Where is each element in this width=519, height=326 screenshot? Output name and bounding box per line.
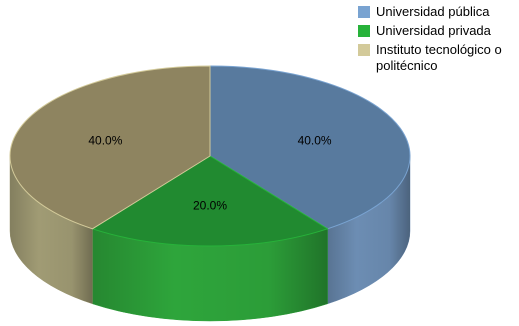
pie-side-shade-2	[10, 156, 93, 304]
legend-swatch	[358, 44, 370, 56]
legend-label: Universidad privada	[376, 23, 491, 38]
data-label-1: 20.0%	[193, 199, 227, 213]
pie-slice-0	[209, 65, 411, 230]
legend-item-instituto-tecnologico: Instituto tecnológico o politécnico	[358, 42, 519, 74]
legend-item-universidad-privada: Universidad privada	[358, 23, 519, 39]
pie-side-shade-0	[327, 156, 410, 304]
legend-label: Instituto tecnológico o politécnico	[376, 42, 502, 73]
pie-slice-2	[9, 65, 211, 230]
legend: Universidad pública Universidad privada …	[358, 4, 519, 77]
pie-tops	[9, 65, 411, 247]
pie-sides	[9, 155, 411, 322]
legend-label: Universidad pública	[376, 4, 490, 19]
pie-data-labels: 40.0% 20.0% 40.0%	[88, 134, 332, 213]
legend-item-universidad-publica: Universidad pública	[358, 4, 519, 20]
legend-swatch	[358, 25, 370, 37]
legend-swatch	[358, 6, 370, 18]
data-label-0: 40.0%	[298, 134, 332, 148]
pie-slice-1	[91, 155, 329, 247]
pie-side-shade-1	[92, 228, 328, 321]
data-label-2: 40.0%	[88, 134, 122, 148]
